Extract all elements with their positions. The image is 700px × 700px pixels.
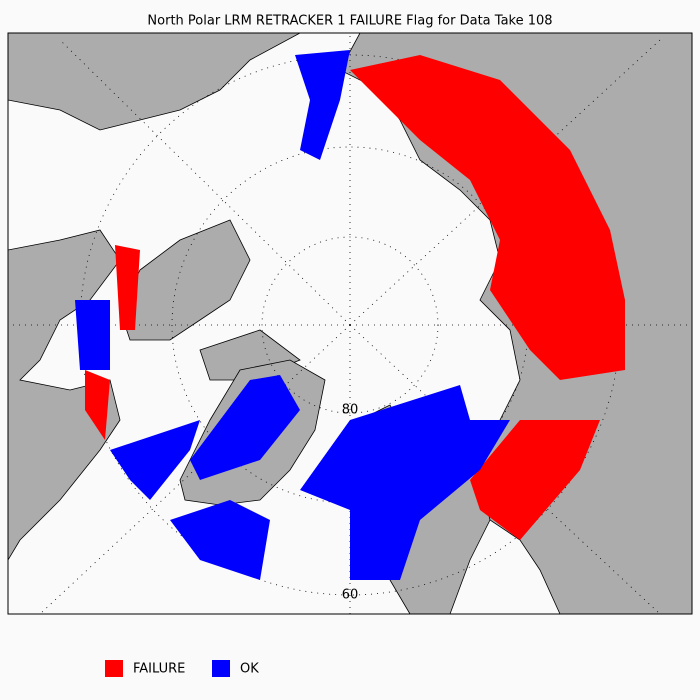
map-frame bbox=[7, 32, 693, 615]
legend-label: FAILURE bbox=[133, 662, 185, 677]
swath bbox=[85, 55, 625, 540]
legend: FAILURE OK bbox=[105, 660, 259, 677]
swath bbox=[75, 50, 510, 580]
graticule bbox=[261, 236, 439, 414]
land-north-america bbox=[8, 33, 301, 561]
legend-label: OK bbox=[240, 662, 259, 677]
legend-swatch bbox=[212, 660, 230, 677]
map: 80 60 bbox=[8, 33, 692, 614]
map-title: North Polar LRM RETRACKER 1 FAILURE Flag… bbox=[147, 14, 552, 29]
latitude-label: 60 bbox=[342, 588, 359, 603]
latitude-label: 80 bbox=[342, 403, 359, 418]
swaths bbox=[75, 50, 625, 580]
legend-swatch bbox=[105, 660, 123, 677]
